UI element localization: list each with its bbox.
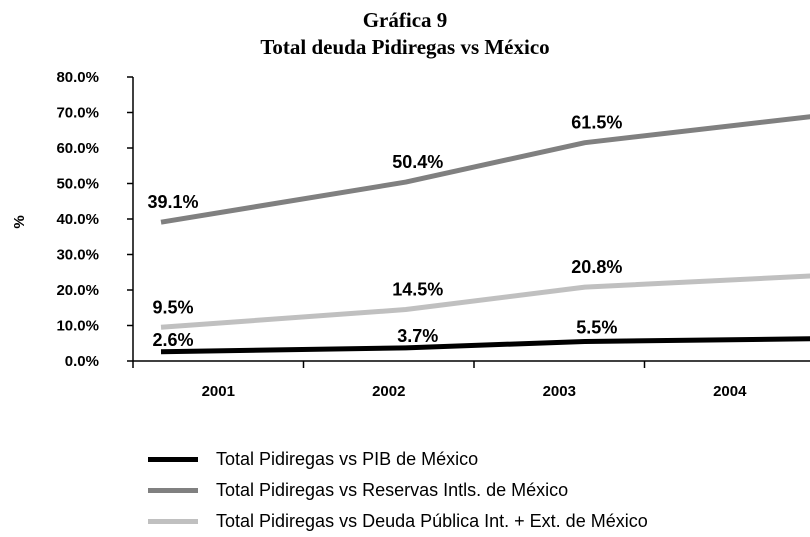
data-label: 2.6%	[152, 330, 193, 350]
series-line-1	[160, 114, 810, 225]
series-line-2	[160, 273, 810, 330]
x-tick-label: 2001	[202, 383, 235, 400]
y-tick-label: 30.0%	[56, 247, 99, 264]
data-label: 39.1%	[147, 192, 198, 212]
y-tick-label: 10.0%	[56, 318, 99, 335]
legend-label-deuda: Total Pidiregas vs Deuda Pública Int. + …	[216, 511, 648, 531]
legend-item-deuda: Total Pidiregas vs Deuda Pública Int. + …	[148, 506, 648, 537]
chart-title: Gráfica 9	[362, 8, 448, 32]
data-label: 20.8%	[571, 257, 622, 277]
x-tick-label: 2004	[713, 383, 747, 400]
x-tick-label: 2003	[543, 383, 576, 400]
legend-label-pib: Total Pidiregas vs PIB de México	[216, 449, 479, 469]
data-label: 61.5%	[571, 113, 622, 133]
legend: Total Pidiregas vs PIB de México Total P…	[148, 444, 648, 537]
series-line-0	[160, 336, 810, 355]
legend-item-reservas: Total Pidiregas vs Reservas Intls. de Mé…	[148, 475, 648, 506]
line-chart: 0.0% 10.0% 20.0% 30.0% 40.0% 50.0% 60.0% 70.0% 8…	[11, 69, 810, 400]
x-tick-label: 2002	[372, 383, 405, 400]
legend-swatch-reservas	[148, 488, 198, 493]
series-lines	[160, 114, 810, 355]
data-label: 3.7%	[397, 326, 438, 346]
y-tick-label: 20.0%	[56, 282, 99, 299]
data-labels: 2.6%3.7%5.5%6.3%39.1%50.4%61.5%69.2%9.5%…	[147, 113, 622, 350]
legend-item-pib: Total Pidiregas vs PIB de México	[148, 444, 648, 475]
data-label: 5.5%	[576, 317, 617, 337]
data-label: 50.4%	[392, 152, 443, 172]
data-label: 9.5%	[152, 297, 193, 317]
axes	[127, 76, 810, 368]
y-tick-label: 0.0%	[65, 353, 99, 370]
y-tick-label: 70.0%	[56, 105, 99, 122]
data-label: 14.5%	[392, 280, 443, 300]
tick-labels: 0.0% 10.0% 20.0% 30.0% 40.0% 50.0% 60.0% 70.0% 8…	[11, 69, 747, 400]
y-tick-label: 50.0%	[56, 176, 99, 193]
legend-swatch-deuda	[148, 519, 198, 524]
y-axis-label: %	[11, 215, 28, 228]
legend-label-reservas: Total Pidiregas vs Reservas Intls. de Mé…	[216, 480, 569, 500]
y-tick-label: 40.0%	[56, 211, 99, 228]
y-tick-label: 60.0%	[56, 140, 99, 157]
chart-subtitle: Total deuda Pidiregas vs México	[260, 35, 550, 59]
y-tick-label: 80.0%	[56, 69, 99, 86]
legend-swatch-pib	[148, 457, 198, 462]
